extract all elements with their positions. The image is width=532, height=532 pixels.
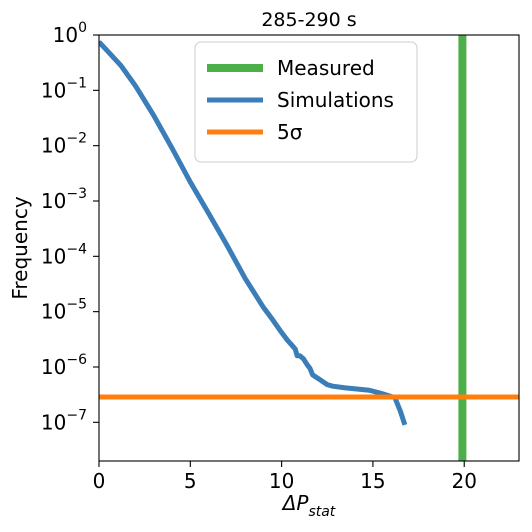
plot-frame bbox=[98, 34, 520, 462]
x-tick-label: 0 bbox=[93, 469, 106, 493]
y-tick-label-base: 10 bbox=[53, 23, 78, 47]
x-axis-label-main: ΔP bbox=[281, 491, 310, 515]
x-tick-label: 20 bbox=[451, 469, 476, 493]
y-tick-label-exponent: −7 bbox=[66, 407, 87, 423]
legend-label: Measured bbox=[277, 56, 375, 80]
legend-label: 5σ bbox=[277, 120, 303, 144]
y-tick-label: 10−1 bbox=[41, 75, 87, 102]
y-tick-label-exponent: 0 bbox=[78, 20, 87, 36]
y-tick-label-base: 10 bbox=[41, 78, 66, 102]
y-tick-label-exponent: −4 bbox=[66, 241, 87, 257]
y-tick-label: 10−7 bbox=[41, 407, 87, 434]
y-tick-label-base: 10 bbox=[41, 300, 66, 324]
y-tick-label-exponent: −3 bbox=[66, 186, 87, 202]
y-tick-label: 100 bbox=[53, 20, 87, 47]
plot-content bbox=[99, 35, 519, 461]
y-tick-label-exponent: −1 bbox=[66, 75, 87, 91]
y-tick-label: 10−6 bbox=[41, 352, 87, 379]
y-tick-label-exponent: −6 bbox=[66, 352, 87, 368]
legend: Measured Simulations 5σ bbox=[194, 41, 418, 163]
y-tick-label-base: 10 bbox=[41, 134, 66, 158]
simulations-line bbox=[99, 40, 408, 426]
y-tick-label-base: 10 bbox=[41, 244, 66, 268]
x-tick-label: 10 bbox=[269, 469, 294, 493]
legend-label: Simulations bbox=[277, 88, 394, 112]
y-tick-label-exponent: −2 bbox=[66, 131, 87, 147]
y-tick-label: 10−5 bbox=[41, 297, 87, 324]
x-axis-label: ΔPstat bbox=[281, 491, 336, 520]
y-tick-label: 10−2 bbox=[41, 131, 87, 158]
x-tick-label: 5 bbox=[184, 469, 197, 493]
y-tick-label-base: 10 bbox=[41, 410, 66, 434]
y-tick-label: 10−4 bbox=[41, 241, 87, 268]
y-axis-label: Frequency bbox=[8, 196, 32, 299]
x-axis-label-subscript: stat bbox=[308, 504, 335, 520]
y-tick-label: 10−3 bbox=[41, 186, 87, 213]
chart-title: 285-290 s bbox=[261, 9, 356, 31]
y-tick-label-base: 10 bbox=[41, 189, 66, 213]
x-axis-ticks: 0 5 10 15 20 bbox=[93, 461, 477, 493]
y-tick-label-base: 10 bbox=[41, 355, 66, 379]
x-tick-label: 15 bbox=[360, 469, 385, 493]
y-tick-label-exponent: −5 bbox=[66, 297, 87, 313]
